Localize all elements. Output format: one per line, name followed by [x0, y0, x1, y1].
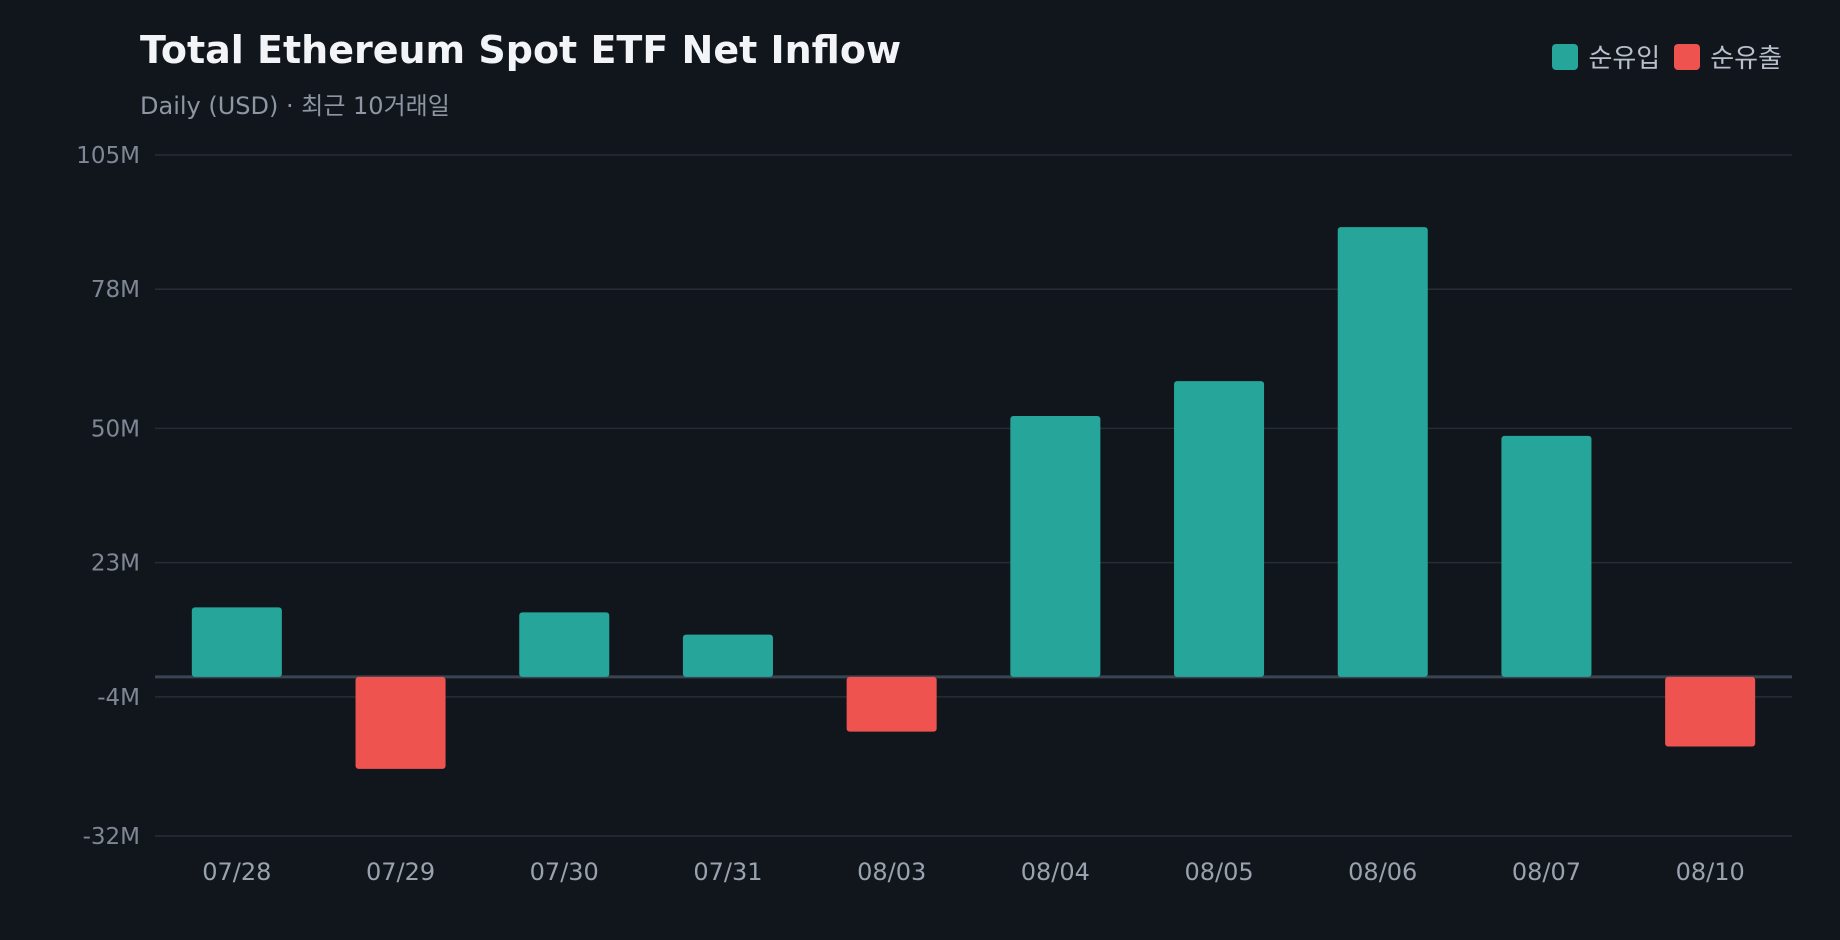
- x-tick-label: 07/28: [202, 858, 271, 886]
- x-tick-label: 08/04: [1021, 858, 1090, 886]
- legend-item-outflow[interactable]: 순유출: [1674, 38, 1782, 75]
- x-tick-label: 07/29: [366, 858, 435, 886]
- bar-08-04: [1010, 415, 1101, 677]
- x-tick-label: 08/05: [1184, 858, 1253, 886]
- chart-legend: 순유입 순유출: [1552, 38, 1782, 75]
- bar-07-28: [191, 607, 282, 677]
- y-tick-label: 23M: [91, 551, 140, 577]
- y-tick-label: 105M: [76, 143, 140, 169]
- y-tick-label: -4M: [97, 685, 140, 711]
- legend-swatch-inflow: [1552, 43, 1579, 70]
- bar-08-05: [1174, 381, 1265, 677]
- x-tick-label: 07/31: [693, 858, 762, 886]
- x-tick-label: 08/03: [857, 858, 926, 886]
- bar-08-10: [1665, 676, 1756, 747]
- y-tick-label: -32M: [83, 824, 140, 850]
- bar-08-03: [846, 676, 937, 732]
- y-tick-label: 78M: [91, 277, 140, 303]
- chart-subtitle: Daily (USD) · 최근 10거래일: [140, 92, 450, 120]
- chart-title: Total Ethereum Spot ETF Net Inflow: [140, 28, 902, 72]
- bar-07-30: [519, 612, 610, 677]
- x-tick-label: 08/07: [1512, 858, 1581, 886]
- bar-08-06: [1337, 227, 1428, 677]
- legend-swatch-outflow: [1674, 43, 1701, 70]
- legend-label-inflow: 순유입: [1588, 44, 1661, 74]
- legend-item-inflow[interactable]: 순유입: [1552, 38, 1660, 75]
- bar-07-29: [355, 676, 446, 769]
- x-tick-label: 08/06: [1348, 858, 1417, 886]
- legend-label-outflow: 순유출: [1710, 44, 1782, 74]
- bar-07-31: [682, 634, 773, 677]
- y-tick-label: 50M: [91, 416, 140, 442]
- x-tick-label: 07/30: [530, 858, 599, 886]
- bar-08-07: [1501, 435, 1592, 677]
- x-tick-label: 08/10: [1676, 858, 1745, 886]
